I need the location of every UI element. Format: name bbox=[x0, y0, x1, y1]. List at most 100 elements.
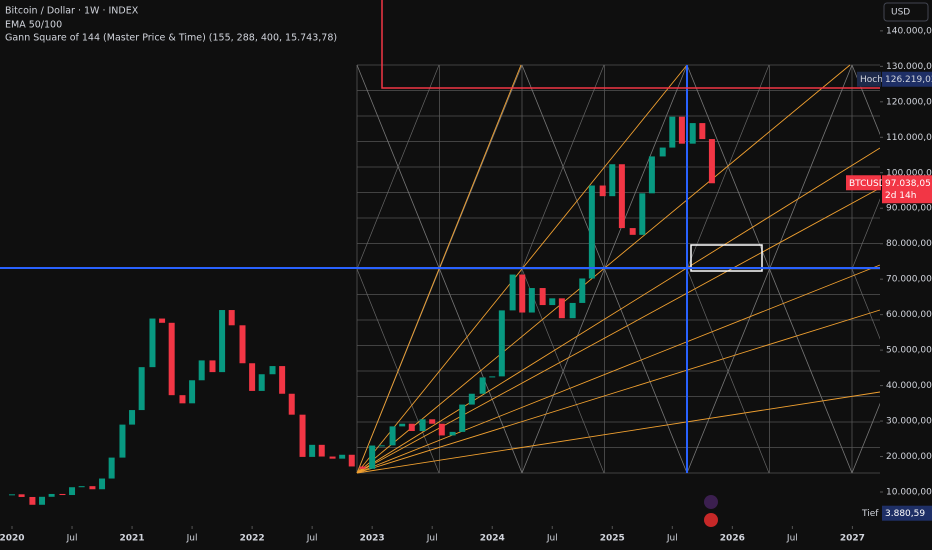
candle bbox=[69, 487, 76, 496]
y-tick-label: 70.000,00 bbox=[886, 275, 932, 285]
candle bbox=[129, 410, 136, 425]
candle bbox=[519, 274, 526, 313]
price-axis bbox=[880, 0, 932, 550]
candle bbox=[78, 486, 85, 488]
candle bbox=[219, 310, 226, 373]
high-tag-label: Hoch bbox=[860, 75, 883, 85]
candle bbox=[659, 147, 666, 157]
gann-fan bbox=[356, 309, 881, 474]
candle bbox=[279, 366, 286, 394]
candle bbox=[339, 454, 346, 459]
candle bbox=[539, 288, 546, 306]
candle bbox=[489, 376, 496, 378]
candle bbox=[119, 424, 126, 458]
y-tick-label: 80.000,00 bbox=[886, 239, 932, 249]
candle bbox=[249, 363, 256, 391]
y-tick-label: 40.000,00 bbox=[886, 381, 932, 391]
candle bbox=[528, 288, 535, 313]
gann-diagonal bbox=[521, 268, 605, 474]
currency-button[interactable] bbox=[883, 2, 929, 22]
high-tag: 126.219,03 bbox=[885, 75, 932, 85]
candle bbox=[9, 494, 16, 496]
gann-diagonal bbox=[851, 274, 932, 474]
gann-diagonal bbox=[521, 64, 605, 270]
y-tick-label: 110.000,00 bbox=[886, 133, 932, 143]
x-tick-label: Jul bbox=[426, 534, 438, 544]
box-annotation bbox=[690, 244, 763, 272]
candle bbox=[629, 228, 636, 235]
candle bbox=[138, 367, 145, 411]
x-tick-label: 2020 bbox=[0, 534, 25, 544]
candle bbox=[99, 478, 106, 490]
candle bbox=[269, 366, 276, 375]
last-price: 97.038,05 bbox=[885, 179, 931, 189]
candle bbox=[309, 444, 316, 457]
candle bbox=[429, 419, 436, 424]
y-tick-label: 120.000,00 bbox=[886, 97, 932, 107]
y-tick-label: 140.000,00 bbox=[886, 26, 932, 36]
indicator: EMA 50/100 bbox=[5, 20, 62, 31]
candle bbox=[438, 423, 445, 436]
candle bbox=[159, 318, 166, 323]
candle bbox=[639, 193, 646, 235]
x-tick-label: 2022 bbox=[240, 534, 265, 544]
candle bbox=[708, 139, 715, 184]
gann-diagonal bbox=[851, 64, 932, 264]
candle bbox=[29, 496, 36, 505]
plot bbox=[9, 116, 715, 505]
candle bbox=[48, 493, 55, 497]
candle bbox=[419, 419, 426, 431]
candle bbox=[198, 360, 205, 381]
x-tick-label: Jul bbox=[546, 534, 558, 544]
last-symbol-box bbox=[846, 175, 881, 191]
time-axis bbox=[0, 527, 880, 550]
candle bbox=[168, 322, 175, 396]
low-tag: 3.880,59 bbox=[885, 509, 925, 519]
candle bbox=[399, 423, 406, 427]
high-tag-box bbox=[882, 71, 932, 87]
last-price-box bbox=[882, 175, 932, 204]
candle bbox=[618, 164, 625, 229]
candle bbox=[299, 414, 306, 457]
candle bbox=[348, 454, 355, 467]
candle bbox=[18, 494, 25, 497]
x-tick-label: 2023 bbox=[360, 534, 385, 544]
y-tick-label: 50.000,00 bbox=[886, 346, 932, 356]
y-tick-label: 20.000,00 bbox=[886, 452, 932, 462]
candle bbox=[378, 445, 385, 447]
candle bbox=[699, 123, 706, 140]
low-tag-box bbox=[882, 505, 932, 521]
x-tick-label: 2027 bbox=[840, 534, 865, 544]
gann-fan bbox=[356, 391, 881, 474]
candle bbox=[239, 325, 246, 364]
candle bbox=[369, 445, 376, 469]
x-tick-label: Jul bbox=[786, 534, 798, 544]
gann-diagonal bbox=[686, 268, 770, 474]
candle bbox=[228, 310, 235, 326]
candle bbox=[609, 164, 616, 197]
low-tag-label: Tief bbox=[861, 509, 879, 519]
event-icon[interactable] bbox=[704, 495, 718, 509]
y-tick-label: 100.000,00 bbox=[886, 168, 932, 178]
x-tick-label: 2021 bbox=[120, 534, 145, 544]
candle bbox=[89, 486, 96, 490]
candle bbox=[408, 423, 415, 431]
currency[interactable]: USD bbox=[891, 8, 910, 18]
candle bbox=[108, 457, 115, 479]
event-icon[interactable] bbox=[704, 513, 718, 527]
candle bbox=[189, 380, 196, 404]
candle bbox=[669, 116, 676, 148]
red-frame bbox=[381, 0, 880, 89]
candle bbox=[558, 298, 565, 319]
candle bbox=[288, 393, 295, 415]
y-tick-label: 30.000,00 bbox=[886, 417, 932, 427]
y-tick-label: 90.000,00 bbox=[886, 204, 932, 214]
candle bbox=[479, 377, 486, 394]
candle bbox=[648, 156, 655, 194]
indicator: Gann Square of 144 (Master Price & Time)… bbox=[5, 33, 337, 44]
candle bbox=[389, 426, 396, 446]
y-tick-label: 60.000,00 bbox=[886, 310, 932, 320]
last-symbol: BTCUSD bbox=[849, 179, 886, 189]
candle bbox=[359, 466, 366, 469]
